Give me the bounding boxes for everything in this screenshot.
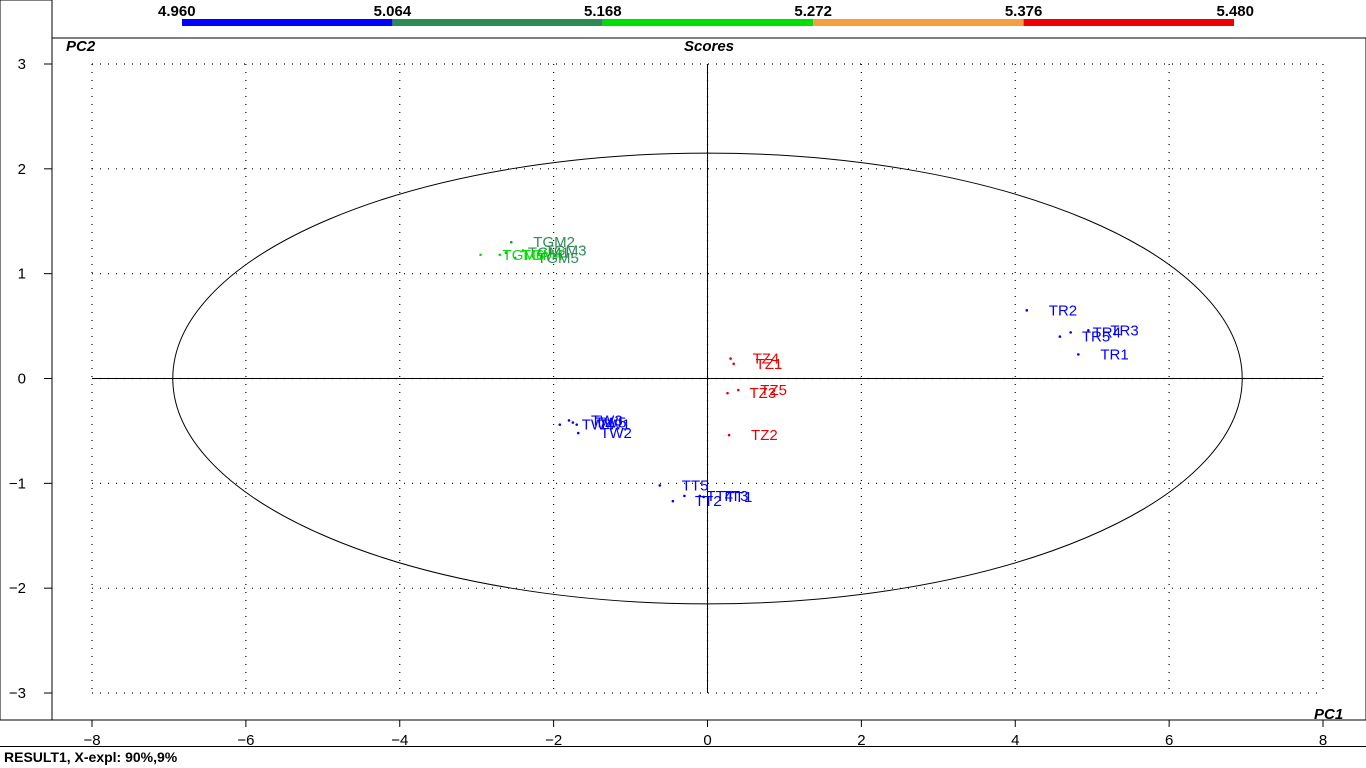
score-point-label: TGM1 bbox=[528, 245, 570, 262]
status-bar: RESULT1, X-expl: 90%,9% bbox=[0, 746, 1366, 768]
y-tick-label: −1 bbox=[9, 475, 26, 492]
score-point-label: TGM6 bbox=[503, 247, 545, 264]
score-point-label: TW5 bbox=[595, 415, 627, 432]
score-point bbox=[702, 495, 705, 499]
axis-frame bbox=[0, 0, 53, 721]
x-tick-label: 0 bbox=[703, 732, 711, 749]
score-point bbox=[567, 419, 571, 422]
score-point bbox=[1077, 353, 1080, 356]
score-point bbox=[1058, 335, 1062, 338]
score-point-label: TZ1 bbox=[756, 356, 783, 373]
score-point-label: TT2 bbox=[695, 493, 722, 510]
colorbar-label: 5.168 bbox=[584, 3, 622, 20]
score-point bbox=[732, 362, 735, 366]
score-point bbox=[698, 494, 702, 498]
score-point bbox=[571, 421, 575, 424]
colorbar-segment bbox=[813, 19, 1024, 26]
score-point-label: TR4 bbox=[1093, 324, 1121, 341]
score-point-label: TT5 bbox=[682, 477, 709, 494]
score-point bbox=[658, 484, 662, 487]
score-point bbox=[727, 433, 731, 437]
score-point bbox=[504, 251, 508, 254]
x-tick-label: 2 bbox=[857, 732, 865, 749]
score-point bbox=[726, 391, 729, 395]
y-tick-label: −3 bbox=[9, 685, 26, 702]
score-point-label: TZ3 bbox=[750, 385, 777, 402]
score-point bbox=[729, 357, 732, 360]
score-point-label: TR1 bbox=[1100, 346, 1128, 363]
x-tick-label: −6 bbox=[237, 732, 254, 749]
x-tick-label: −2 bbox=[545, 732, 562, 749]
colorbar-label: 5.064 bbox=[374, 3, 412, 20]
chart-title: Scores bbox=[684, 38, 734, 55]
colorbar-segment bbox=[1023, 19, 1234, 26]
colorbar-label: 5.272 bbox=[794, 3, 832, 20]
score-point bbox=[479, 253, 482, 257]
confidence-ellipse bbox=[172, 152, 1243, 605]
score-point-label: TT3 bbox=[722, 488, 749, 505]
score-point-label: TW3 bbox=[591, 412, 623, 429]
score-point-label: TR3 bbox=[1110, 322, 1138, 339]
score-point bbox=[683, 494, 686, 498]
y-tick-label: 0 bbox=[18, 371, 26, 388]
colorbar-label: 4.960 bbox=[158, 3, 196, 20]
score-point bbox=[521, 249, 525, 252]
score-point bbox=[558, 423, 562, 426]
y-tick-label: −2 bbox=[9, 580, 26, 597]
score-point-label: TGM2 bbox=[533, 234, 575, 251]
y-tick-label: 1 bbox=[18, 266, 26, 283]
score-point-label: TT4 bbox=[706, 488, 733, 505]
colorbar-segment bbox=[392, 19, 603, 26]
score-point bbox=[576, 431, 580, 435]
score-point-label: TZ5 bbox=[760, 382, 787, 399]
score-point bbox=[513, 256, 517, 260]
axes bbox=[92, 64, 1323, 693]
colorbar-segment bbox=[602, 19, 814, 26]
score-point bbox=[736, 388, 740, 392]
score-point-label: TZ4 bbox=[753, 351, 780, 368]
y-tick-label: 3 bbox=[18, 56, 26, 73]
score-point-label: TR2 bbox=[1049, 302, 1077, 319]
score-point-label: TR5 bbox=[1082, 329, 1110, 346]
score-point-label: TGM4 bbox=[522, 247, 564, 264]
score-point-label: TZ2 bbox=[751, 427, 778, 444]
y-axis-label: PC2 bbox=[66, 38, 96, 55]
score-point bbox=[510, 240, 513, 244]
colorbar-label: 5.376 bbox=[1005, 3, 1043, 20]
x-tick-label: 4 bbox=[1011, 732, 1019, 749]
score-point-label: TT1 bbox=[726, 489, 753, 506]
score-point-label: TGM3 bbox=[545, 243, 587, 260]
colorbar: 4.960 5.064 5.168 5.272 5.376 5.480 bbox=[158, 3, 1254, 26]
score-point bbox=[1087, 328, 1090, 332]
x-tick-label: 8 bbox=[1319, 732, 1327, 749]
score-point bbox=[575, 423, 579, 426]
score-point bbox=[498, 253, 502, 257]
x-tick-label: −8 bbox=[83, 732, 100, 749]
colorbar-segment bbox=[182, 19, 393, 26]
score-point-label: TW2 bbox=[600, 425, 632, 442]
score-point bbox=[1069, 331, 1072, 334]
x-axis-label: PC1 bbox=[1314, 706, 1343, 723]
x-tick-label: 6 bbox=[1165, 732, 1173, 749]
tick-labels: −8 −6 −4 −2 0 2 4 6 8 −3 −2 −1 0 1 2 3 bbox=[9, 56, 1327, 749]
score-point-label: TW1 bbox=[599, 417, 631, 434]
score-point-label: TW4 bbox=[582, 417, 614, 434]
score-point bbox=[671, 499, 675, 503]
y-tick-label: 2 bbox=[18, 161, 26, 178]
score-point-label: TGM5 bbox=[537, 250, 579, 267]
x-tick-label: −4 bbox=[391, 732, 408, 749]
score-point bbox=[1025, 309, 1029, 312]
colorbar-label: 5.480 bbox=[1216, 3, 1254, 20]
